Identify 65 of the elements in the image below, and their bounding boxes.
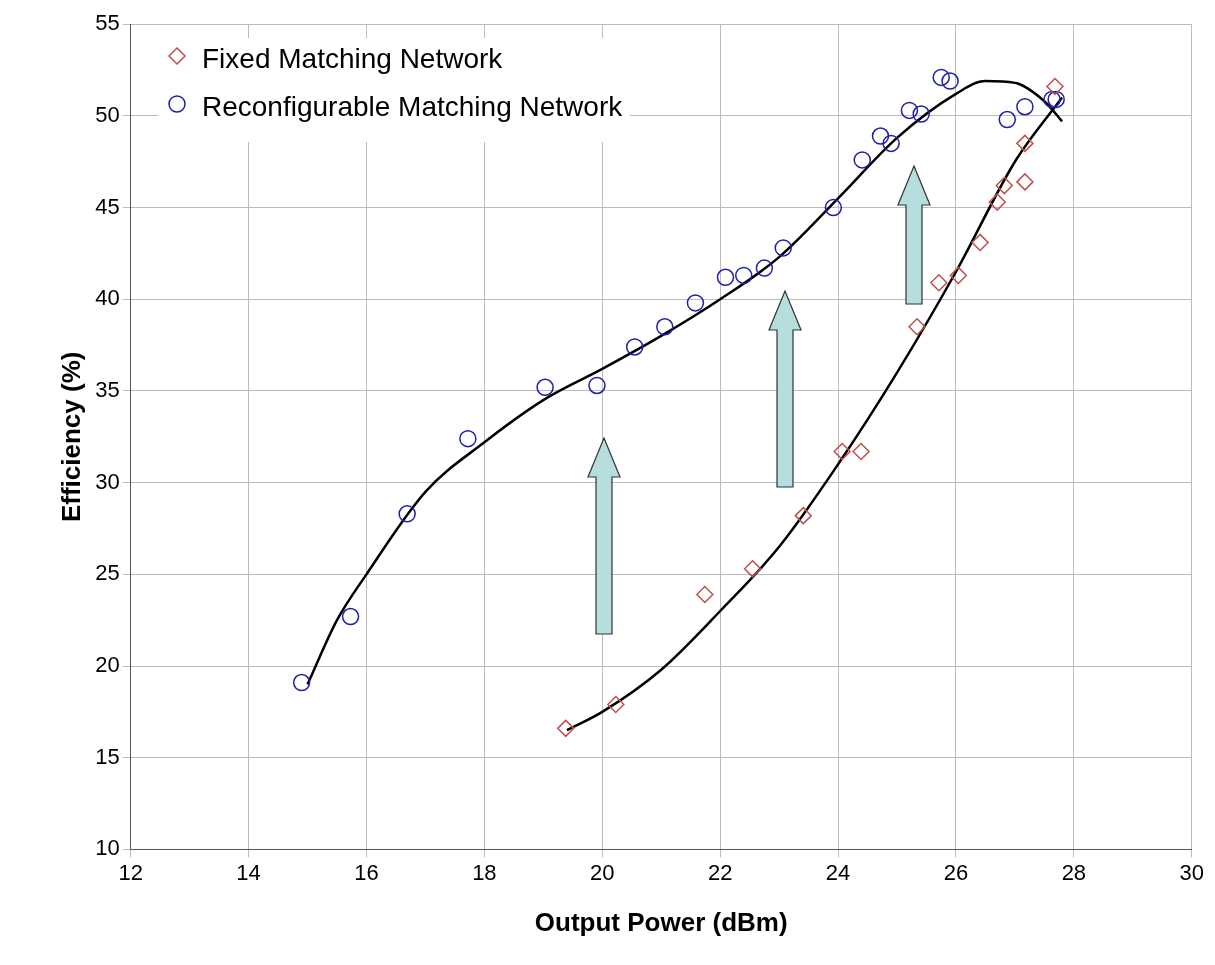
point bbox=[1043, 90, 1061, 109]
x-tick-label: 20 bbox=[590, 859, 615, 885]
point bbox=[900, 101, 919, 120]
point bbox=[536, 378, 554, 397]
y-tick-label: 25 bbox=[95, 560, 120, 586]
point bbox=[912, 105, 930, 123]
x-tick-label: 28 bbox=[1061, 859, 1087, 885]
y-tick-label: 20 bbox=[95, 652, 120, 678]
point bbox=[607, 695, 625, 714]
point bbox=[656, 318, 674, 336]
x-axis-title: Output Power (dBm) bbox=[534, 906, 788, 937]
legend-label: Fixed Matching Network bbox=[202, 42, 503, 76]
point bbox=[686, 294, 705, 312]
point bbox=[755, 259, 774, 277]
x-tick-label: 14 bbox=[236, 859, 261, 885]
x-tick-label: 18 bbox=[472, 859, 497, 885]
y-tick-label: 30 bbox=[95, 468, 120, 494]
point bbox=[908, 318, 926, 336]
point bbox=[871, 127, 890, 145]
point bbox=[556, 719, 575, 738]
point bbox=[998, 110, 1016, 129]
point bbox=[398, 505, 416, 523]
x-tick-label: 22 bbox=[707, 859, 733, 885]
x-tick-label: 16 bbox=[354, 859, 379, 885]
x-tick-label: 12 bbox=[118, 859, 143, 885]
point bbox=[1016, 173, 1034, 191]
x-tick-label: 30 bbox=[1179, 859, 1205, 885]
point bbox=[794, 506, 813, 525]
point bbox=[625, 338, 644, 356]
point bbox=[1016, 134, 1034, 153]
y-tick-label: 55 bbox=[95, 10, 120, 36]
y-tick-label: 45 bbox=[95, 193, 120, 219]
point bbox=[696, 585, 714, 604]
point bbox=[735, 266, 753, 285]
y-tick-label: 50 bbox=[95, 101, 120, 127]
point bbox=[292, 673, 311, 692]
y-tick-label: 15 bbox=[95, 743, 120, 769]
point bbox=[930, 274, 948, 292]
point bbox=[1047, 90, 1065, 109]
legend-label: Reconfigurable Matching Network bbox=[202, 90, 623, 124]
y-tick-label: 10 bbox=[95, 835, 120, 861]
point bbox=[743, 560, 762, 578]
y-tick-label: 40 bbox=[95, 285, 120, 311]
point bbox=[852, 442, 870, 461]
point bbox=[774, 239, 792, 257]
point bbox=[716, 268, 735, 287]
point bbox=[932, 68, 950, 87]
point bbox=[341, 607, 360, 626]
point bbox=[949, 266, 968, 285]
x-tick-label: 26 bbox=[943, 859, 969, 885]
point bbox=[833, 442, 851, 461]
x-tick-label: 24 bbox=[825, 859, 851, 885]
point bbox=[995, 176, 1014, 195]
point bbox=[824, 198, 843, 217]
point bbox=[971, 233, 989, 252]
point bbox=[941, 72, 959, 90]
point bbox=[1016, 97, 1034, 116]
y-tick-label: 35 bbox=[95, 377, 120, 403]
point bbox=[882, 134, 900, 153]
y-axis-title: Efficiency (%) bbox=[55, 351, 86, 523]
point bbox=[853, 151, 871, 169]
point bbox=[1046, 77, 1064, 96]
point bbox=[988, 193, 1006, 211]
point bbox=[459, 429, 477, 448]
point bbox=[588, 376, 606, 395]
